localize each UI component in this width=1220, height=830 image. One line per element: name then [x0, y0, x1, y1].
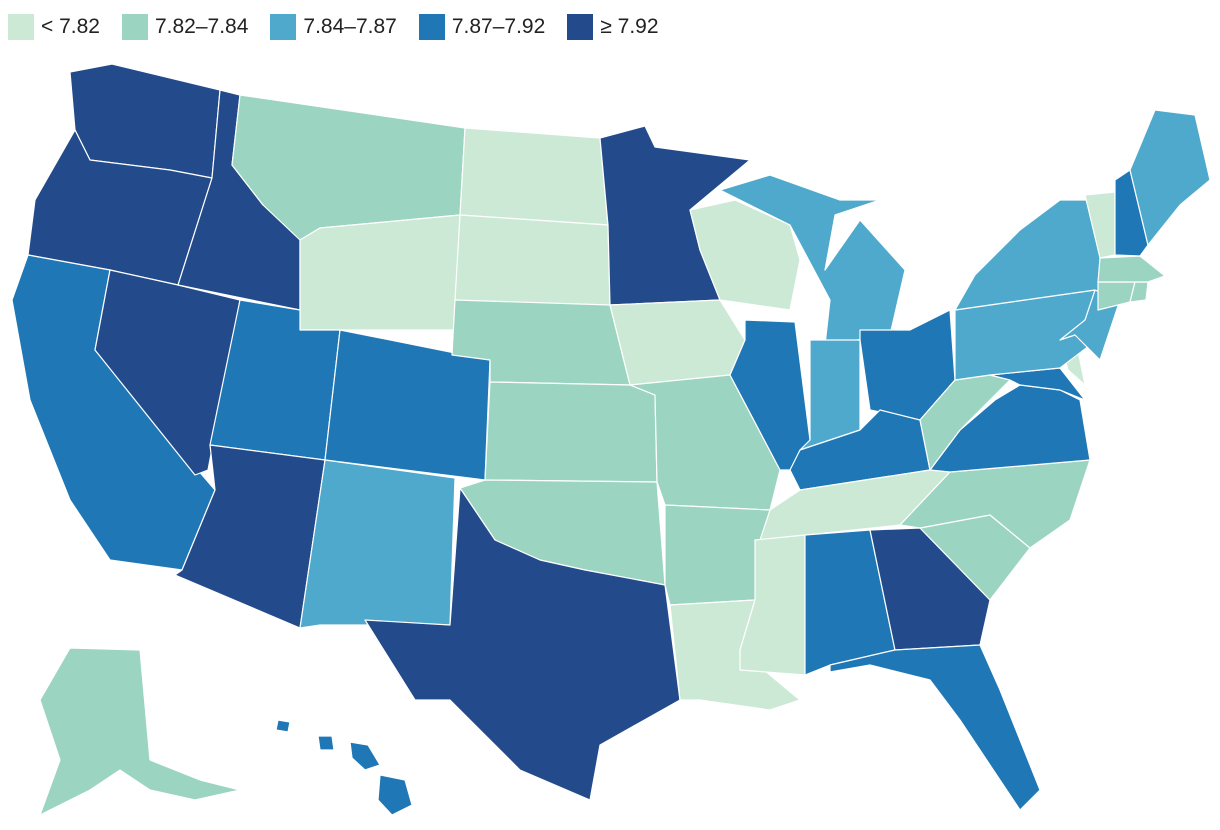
state-illinois: Illinois	[729, 319, 811, 471]
legend-label-5: ≥ 7.92	[600, 15, 659, 38]
state-massachusetts: Massachusetts	[1097, 255, 1166, 283]
state-florida: Florida	[829, 644, 1041, 811]
legend-swatch-5	[567, 14, 594, 40]
legend-item-5: ≥ 7.92	[567, 14, 659, 40]
state-wisconsin: Wisconsin	[689, 199, 801, 311]
legend-swatch-2	[121, 14, 148, 40]
legend: < 7.82 7.82–7.84 7.84–7.87 7.87–7.92 ≥ 7…	[8, 14, 659, 40]
legend-label-4: 7.87–7.92	[451, 15, 546, 38]
legend-label-3: 7.84–7.87	[303, 15, 397, 38]
state-hawaii: Hawaii	[275, 719, 413, 816]
legend-item-1: < 7.82	[8, 14, 100, 40]
state-michigan: Michigan	[719, 174, 906, 346]
legend-item-3: 7.84–7.87	[270, 14, 397, 40]
state-wyoming: Wyoming	[299, 214, 461, 331]
state-new-hampshire: New Hampshire	[1114, 169, 1149, 257]
legend-label-1: < 7.82	[41, 15, 100, 38]
state-north-dakota: North Dakota	[459, 127, 609, 226]
legend-swatch-3	[270, 14, 297, 40]
states-layer: WashingtonOregonCaliforniaNevadaIdahoMon…	[11, 63, 1211, 816]
legend-label-2: 7.82–7.84	[154, 15, 249, 38]
legend-item-4: 7.87–7.92	[418, 14, 546, 40]
state-iowa: Iowa	[609, 299, 746, 386]
state-new-mexico: New Mexico	[299, 459, 456, 629]
state-south-dakota: South Dakota	[454, 214, 611, 311]
legend-swatch-4	[418, 14, 445, 40]
state-texas: Texas	[364, 487, 681, 801]
state-arkansas: Arkansas	[664, 504, 771, 606]
state-maine: Maine	[1129, 109, 1211, 246]
legend-swatch-1	[8, 14, 34, 40]
state-alaska: Alaska	[39, 647, 241, 816]
state-connecticut: Connecticut	[1097, 281, 1136, 311]
state-kansas: Kansas	[484, 381, 658, 483]
state-georgia: Georgia	[869, 527, 991, 651]
legend-item-2: 7.82–7.84	[121, 14, 249, 40]
